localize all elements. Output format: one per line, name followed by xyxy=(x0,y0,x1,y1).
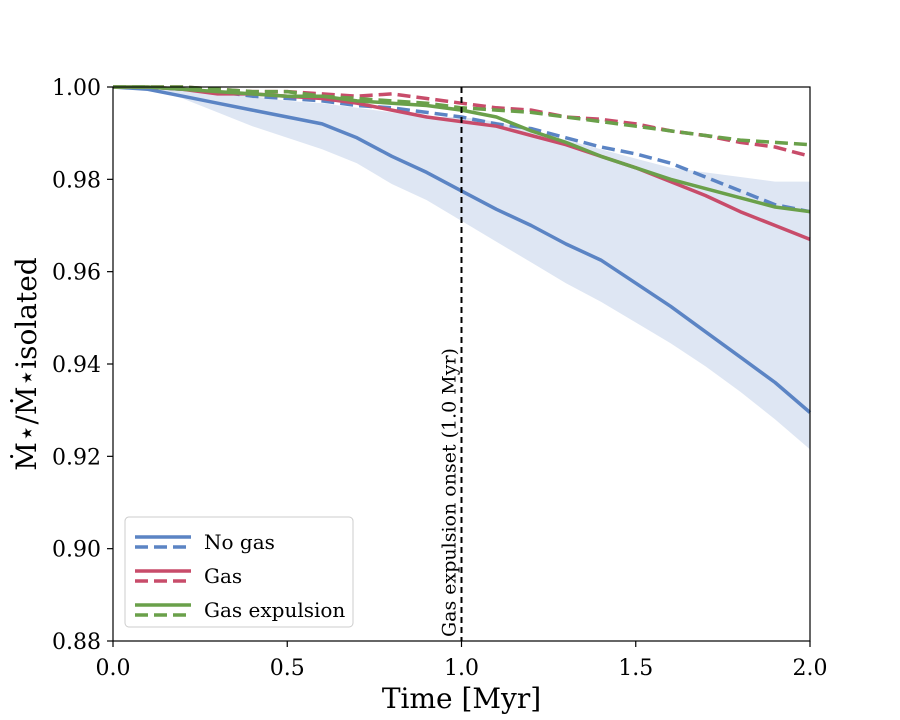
y-tick-label: 0.88 xyxy=(52,630,101,655)
x-axis: 0.0 0.5 1.0 1.5 2.0 xyxy=(96,641,828,681)
y-axis: 0.88 0.90 0.92 0.94 0.96 0.98 1.00 xyxy=(52,76,113,655)
y-tick-label: 0.94 xyxy=(52,353,101,378)
y-tick-label: 0.90 xyxy=(52,538,101,563)
x-tick-label: 1.5 xyxy=(618,656,653,681)
x-axis-title: Time [Myr] xyxy=(382,682,541,715)
annotation-layer: Gas expulsion onset (1.0 Myr) xyxy=(439,87,463,641)
legend-box xyxy=(124,516,354,628)
gas-expulsion-onset-label: Gas expulsion onset (1.0 Myr) xyxy=(439,348,461,637)
y-tick-label: 0.92 xyxy=(52,445,101,470)
y-tick-label: 1.00 xyxy=(52,76,101,101)
legend-gas-label: Gas xyxy=(204,564,242,588)
legend-no-gas-label: No gas xyxy=(204,530,275,554)
x-tick-label: 0.5 xyxy=(270,656,305,681)
y-tick-label: 0.98 xyxy=(52,168,101,193)
x-tick-label: 1.0 xyxy=(444,656,479,681)
legend: No gas Gas Gas expulsion xyxy=(124,516,354,628)
y-axis-title: Ṁ⋆/Ṁ⋆isolated xyxy=(10,257,43,470)
no-gas-confidence-band xyxy=(113,87,810,450)
x-tick-label: 0.0 xyxy=(96,656,131,681)
y-tick-label: 0.96 xyxy=(52,261,101,286)
x-tick-label: 2.0 xyxy=(793,656,828,681)
band-layer xyxy=(113,87,810,450)
legend-gas-expulsion-label: Gas expulsion xyxy=(204,598,345,622)
